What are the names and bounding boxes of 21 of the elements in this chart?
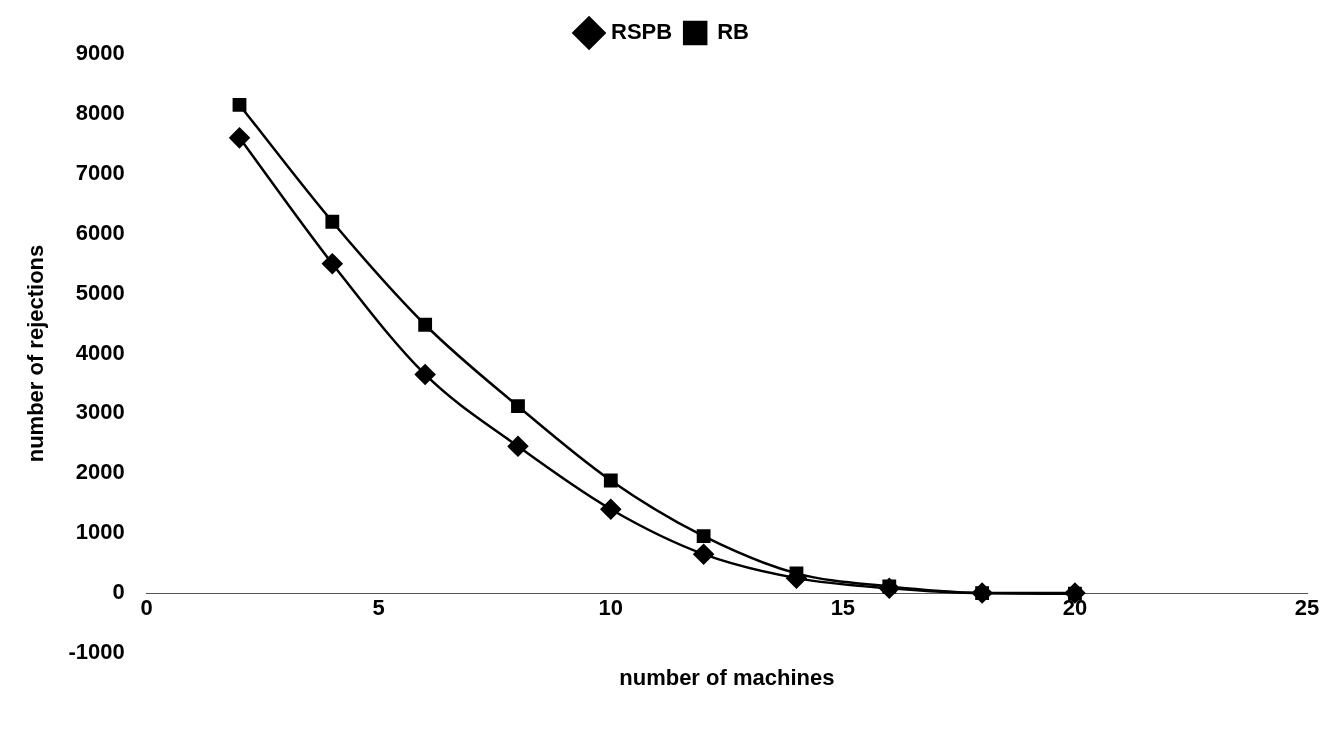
y-tick-label: 9000 xyxy=(75,40,125,66)
y-tick-label: 1000 xyxy=(75,519,125,545)
x-tick-label: 0 xyxy=(140,595,153,621)
y-tick-label: 3000 xyxy=(75,399,125,425)
x-axis-title: number of machines xyxy=(619,664,835,690)
y-tick-label: 8000 xyxy=(75,99,125,125)
legend-label: RB xyxy=(717,19,749,45)
y-tick-label: 2000 xyxy=(75,459,125,485)
y-tick-label: 4000 xyxy=(75,339,125,365)
x-tick-label: 5 xyxy=(372,595,385,621)
y-tick-label: 5000 xyxy=(75,279,125,305)
x-tick-label: 10 xyxy=(598,595,624,621)
y-axis-title: number of rejections xyxy=(23,244,49,463)
x-tick-label: 15 xyxy=(830,595,856,621)
y-tick-label: 7000 xyxy=(75,159,125,185)
x-tick-label: 20 xyxy=(1062,595,1088,621)
legend-label: RSPB xyxy=(611,19,673,45)
y-tick-label: 6000 xyxy=(75,219,125,245)
x-tick-label: 25 xyxy=(1294,595,1320,621)
y-tick-label: 0 xyxy=(112,579,125,605)
y-tick-label: -1000 xyxy=(68,639,125,665)
